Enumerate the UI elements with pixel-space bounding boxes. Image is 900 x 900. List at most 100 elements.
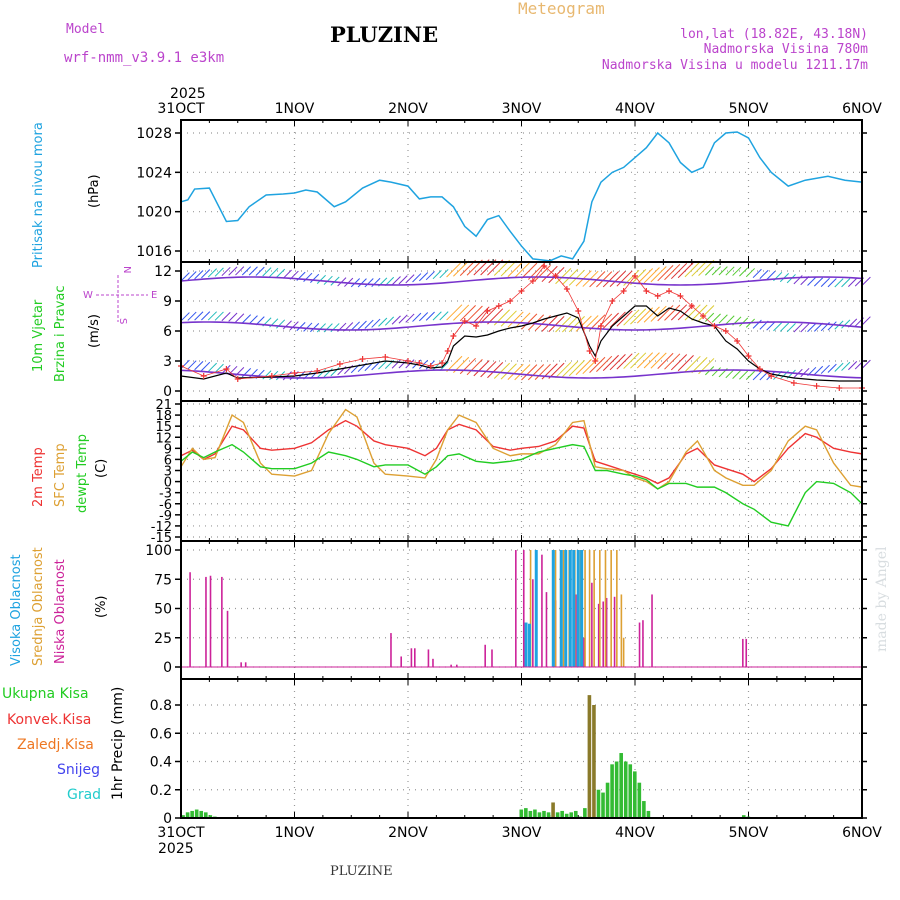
wind-barb (739, 317, 749, 327)
wind-direction-line (180, 321, 863, 331)
wind-barb (480, 361, 497, 378)
x-tick-bottom-2: 2NOV (388, 825, 428, 841)
wind-barb (596, 355, 613, 372)
wind-barb (180, 359, 190, 369)
wind-barb (453, 304, 470, 321)
precip-bar (546, 812, 551, 818)
wind-barb (255, 266, 265, 276)
wind-barb (248, 315, 258, 325)
precip-bar (519, 809, 524, 818)
precip-bar (642, 801, 646, 818)
wind-barb (609, 270, 626, 288)
precip-bar (592, 705, 596, 818)
x-tick-bottom-0: 31OCT (157, 825, 205, 841)
y-tick-label: -12 (151, 520, 172, 535)
x-tick-top-3: 3NOV (502, 101, 542, 117)
wind-barb (725, 369, 735, 379)
wind-barb (841, 278, 851, 288)
precip-bar (619, 753, 623, 818)
wind-barb (466, 305, 483, 322)
wind-barb (357, 278, 367, 288)
wind-barb (214, 363, 224, 373)
wind-barb (432, 270, 442, 280)
wind-barb (745, 370, 755, 381)
pressure-line (180, 131, 863, 262)
wind-barb (623, 352, 640, 369)
wind-barb (664, 304, 681, 321)
wind-barb (657, 305, 674, 322)
wind-barb (650, 266, 667, 283)
wind-barb (759, 269, 769, 279)
wind-barb (371, 361, 381, 371)
wind-barb (500, 363, 517, 380)
wind-barb (861, 359, 871, 369)
wind-barb (643, 267, 660, 284)
wind-barb (711, 313, 721, 323)
wind-barb (364, 319, 374, 329)
wind-dir-west-label: W (83, 290, 93, 301)
wind-barb (636, 307, 654, 324)
precip-bar (533, 809, 537, 818)
precip-bar (587, 695, 592, 818)
wind-barb (691, 357, 708, 374)
wind-barb (432, 311, 442, 321)
wind-barb (241, 266, 252, 276)
y-tick-label: 3 (163, 354, 172, 370)
wind-barb (752, 371, 762, 381)
x-tick-top-4: 4NOV (615, 101, 655, 117)
y-tick-label: 0.6 (150, 726, 172, 742)
wind-barb (330, 276, 340, 286)
wind-barb (180, 312, 190, 322)
wind-barb (841, 319, 851, 329)
wind-barb (827, 321, 837, 331)
wind-barb (418, 272, 429, 282)
y-tick-label: -6 (159, 498, 172, 513)
wind-barb (834, 362, 844, 372)
y-tick-label: 12 (155, 431, 172, 446)
precip-bar (646, 810, 651, 818)
wind-barb (405, 274, 415, 284)
wind-barb (235, 266, 245, 276)
wind-barb (643, 306, 660, 323)
wind-barb (405, 313, 415, 323)
wind-barb (705, 266, 715, 276)
precip-bar (194, 809, 199, 818)
wind-direction-line (180, 276, 863, 286)
wind-barb (316, 323, 326, 333)
x-tick-bottom-3: 3NOV (502, 825, 542, 841)
x-ticks-bottom: 31OCT 1NOV 2NOV 3NOV 4NOV 5NOV 6NOV (157, 825, 882, 841)
model-value: wrf-nmm_v3.9.1 e3km (64, 50, 224, 66)
wind-ylabel-sub: Brzina i Pravac (53, 285, 68, 382)
precip-legend-konv: Konvek.Kisa (7, 712, 91, 728)
wind-barb (800, 367, 810, 378)
precip-bar (614, 761, 619, 818)
precip-legend-rain: Ukupna Kisa (2, 686, 89, 702)
y-tick-label: 0 (163, 384, 172, 400)
wind-barb (514, 364, 531, 381)
precip-bar (564, 813, 569, 818)
wind-barb (275, 371, 286, 381)
wind-barb (378, 360, 388, 370)
y-tick-label: 100 (145, 543, 172, 559)
wind-barb (514, 312, 531, 329)
y-tick-label: 0 (164, 476, 172, 491)
precip-bar (596, 789, 601, 818)
wind-barb (446, 355, 463, 372)
x-tick-top-6: 6NOV (842, 101, 882, 117)
wind-barb (562, 268, 579, 286)
wind-direction-legend: N W E S (83, 266, 157, 324)
wind-barb (739, 267, 749, 277)
wind-barb (793, 323, 803, 333)
wind-barb (500, 310, 517, 327)
precip-bar (551, 802, 555, 818)
wind-barb (596, 271, 613, 288)
wind-barb (861, 276, 871, 286)
wind-barb (514, 261, 531, 278)
wind-barb (670, 262, 688, 280)
precip-bar (190, 810, 194, 818)
wind-barb (745, 268, 755, 278)
wind-barb (228, 312, 238, 322)
wind-barb (194, 361, 204, 371)
wind-barb (350, 278, 361, 288)
wind-barb (643, 352, 660, 369)
